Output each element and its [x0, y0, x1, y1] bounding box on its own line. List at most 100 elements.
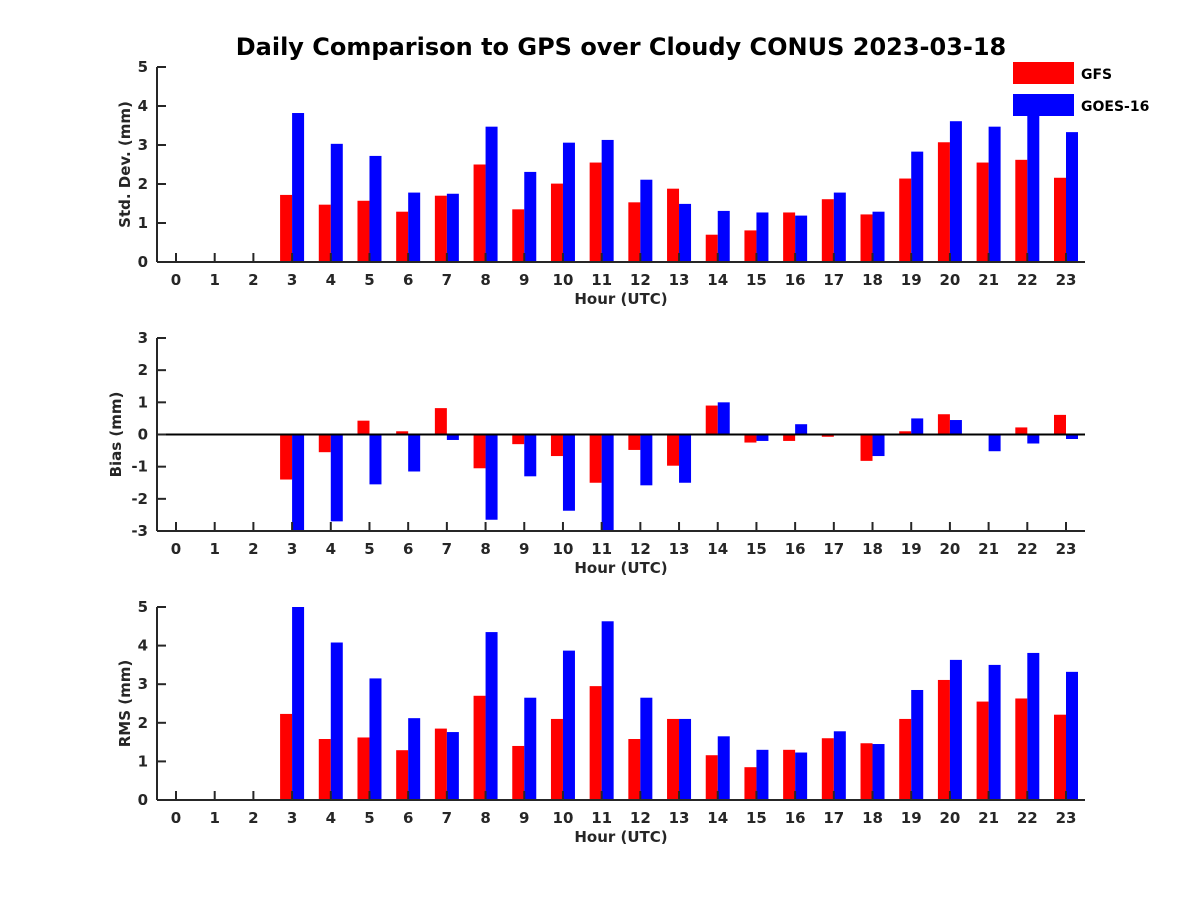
legend-swatch-goes-16	[1013, 94, 1074, 116]
x-tick-label: 5	[364, 809, 374, 827]
x-tick-label: 22	[1017, 540, 1038, 558]
bar-goes-16-22	[1027, 652, 1040, 800]
bar-gfs-23	[1054, 714, 1066, 800]
x-tick-label: 22	[1017, 271, 1038, 289]
bar-gfs-6	[396, 211, 409, 262]
x-tick-label: 14	[707, 271, 728, 289]
bar-gfs-11	[589, 162, 602, 262]
x-tick-label: 8	[480, 271, 490, 289]
bar-goes-16-23	[1066, 671, 1078, 800]
bar-gfs-12	[628, 202, 641, 262]
bar-goes-16-23	[1066, 132, 1078, 262]
bar-goes-16-3	[292, 434, 305, 531]
bar-gfs-17	[821, 738, 834, 800]
x-tick-label: 15	[746, 540, 767, 558]
bar-gfs-10	[550, 718, 563, 800]
bar-goes-16-15	[756, 212, 769, 262]
bar-gfs-7	[434, 408, 447, 435]
bar-gfs-23	[1054, 177, 1066, 262]
bar-gfs-17	[821, 199, 834, 262]
y-tick-label: 5	[138, 58, 148, 76]
bar-gfs-14	[705, 755, 718, 800]
x-tick-label: 12	[630, 271, 651, 289]
x-tick-label: 0	[171, 809, 181, 827]
bar-goes-16-7	[446, 193, 459, 262]
x-tick-label: 23	[1056, 809, 1077, 827]
x-axis-label: Hour (UTC)	[574, 559, 667, 577]
bar-gfs-21	[976, 701, 989, 800]
x-tick-label: 17	[823, 271, 844, 289]
bar-goes-16-21	[988, 434, 1001, 452]
x-tick-label: 7	[442, 540, 452, 558]
bar-gfs-14	[705, 405, 718, 435]
bar-goes-16-12	[640, 434, 653, 486]
x-tick-label: 18	[862, 271, 883, 289]
x-tick-label: 14	[707, 809, 728, 827]
x-tick-label: 0	[171, 540, 181, 558]
bar-goes-16-6	[408, 192, 421, 262]
bar-gfs-18	[860, 214, 873, 262]
x-tick-label: 2	[248, 271, 258, 289]
x-tick-label: 5	[364, 271, 374, 289]
bar-gfs-11	[589, 686, 602, 800]
bar-goes-16-10	[562, 650, 575, 800]
x-tick-label: 1	[209, 809, 219, 827]
bar-gfs-15	[744, 434, 757, 443]
x-tick-label: 1	[209, 540, 219, 558]
bar-goes-16-10	[562, 142, 575, 262]
bar-goes-16-3	[292, 607, 305, 800]
bar-gfs-5	[357, 737, 370, 800]
bar-goes-16-5	[369, 678, 382, 800]
y-tick-label: 0	[138, 791, 148, 809]
bar-goes-16-5	[369, 434, 382, 485]
x-tick-label: 13	[669, 271, 690, 289]
bar-goes-16-12	[640, 697, 653, 800]
bar-goes-16-16	[795, 215, 808, 262]
bar-gfs-9	[512, 745, 525, 800]
bar-goes-16-20	[949, 659, 962, 800]
bar-gfs-22	[1015, 698, 1028, 800]
y-tick-label: 4	[138, 97, 148, 115]
bar-goes-16-13	[679, 203, 692, 262]
bar-goes-16-15	[756, 434, 769, 441]
x-tick-label: 5	[364, 540, 374, 558]
x-tick-label: 18	[862, 540, 883, 558]
bar-goes-16-11	[601, 434, 614, 531]
y-tick-label: 3	[138, 136, 148, 154]
x-tick-label: 19	[901, 809, 922, 827]
x-tick-label: 16	[785, 540, 806, 558]
bar-goes-16-9	[524, 171, 537, 262]
x-tick-label: 12	[630, 540, 651, 558]
bar-gfs-20	[937, 679, 950, 800]
bar-gfs-15	[744, 230, 757, 262]
bar-goes-16-11	[601, 621, 614, 800]
x-tick-label: 21	[978, 271, 999, 289]
bar-goes-16-21	[988, 126, 1001, 262]
x-tick-label: 4	[326, 271, 336, 289]
x-tick-label: 17	[823, 809, 844, 827]
bar-gfs-20	[937, 414, 950, 435]
bar-goes-16-3	[292, 113, 305, 263]
bar-gfs-3	[280, 194, 293, 262]
y-tick-label: -3	[131, 522, 148, 540]
y-axis-label: Std. Dev. (mm)	[116, 101, 134, 228]
x-tick-label: 2	[248, 540, 258, 558]
x-tick-label: 19	[901, 540, 922, 558]
bar-goes-16-21	[988, 664, 1001, 800]
y-tick-label: -2	[131, 490, 148, 508]
bar-goes-16-7	[446, 434, 459, 440]
bar-gfs-23	[1054, 414, 1066, 435]
x-tick-label: 8	[480, 540, 490, 558]
y-tick-label: 1	[138, 752, 148, 770]
bar-goes-16-9	[524, 697, 537, 800]
bar-goes-16-23	[1066, 434, 1078, 440]
bar-gfs-4	[318, 204, 331, 262]
legend-label-gfs: GFS	[1081, 67, 1112, 83]
bar-gfs-16	[783, 434, 796, 441]
bar-goes-16-20	[949, 121, 962, 263]
x-tick-label: 19	[901, 271, 922, 289]
x-tick-label: 15	[746, 271, 767, 289]
bar-goes-16-6	[408, 718, 421, 800]
